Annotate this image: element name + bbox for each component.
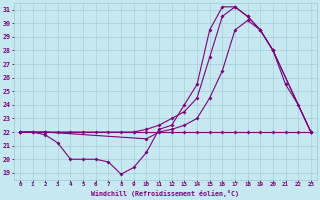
X-axis label: Windchill (Refroidissement éolien,°C): Windchill (Refroidissement éolien,°C)	[92, 190, 239, 197]
